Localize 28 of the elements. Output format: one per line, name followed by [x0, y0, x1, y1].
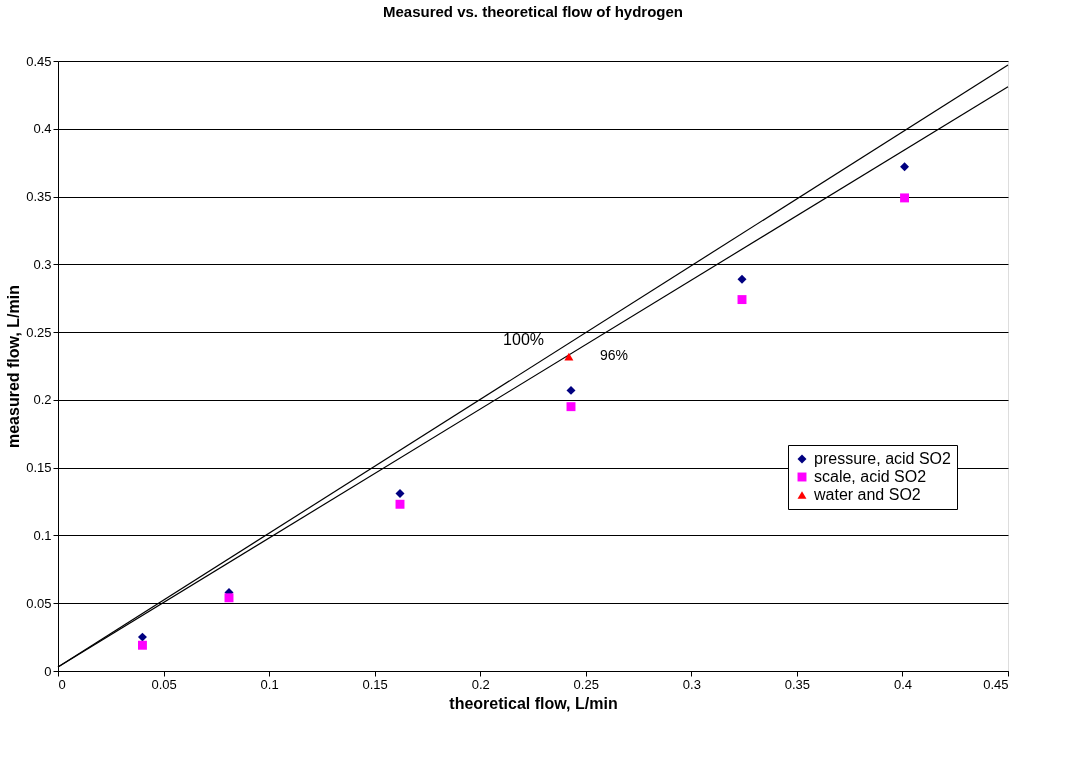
y-axis-title: measured flow, L/min [5, 285, 23, 448]
x-tick-label: 0.05 [151, 676, 177, 692]
x-tick-label: 0.2 [471, 676, 490, 692]
x-tick-label: 0.3 [682, 676, 701, 692]
x-axis-title: theoretical flow, L/min [449, 694, 618, 712]
y-tick-label: 0 [44, 663, 52, 679]
x-tick-label: 0.35 [784, 676, 811, 692]
x-tick-label: 0.15 [362, 676, 388, 692]
x-tick-label: 0.4 [893, 676, 912, 692]
series-label: 100% [503, 330, 544, 348]
y-tick-label: 0.25 [26, 324, 52, 340]
y-tick-label: 0.4 [33, 121, 52, 137]
y-tick-label: 0.15 [26, 460, 52, 476]
y-tick-label: 0.2 [33, 392, 52, 408]
y-tick-label: 0.1 [33, 527, 52, 543]
y-tick-label: 0.05 [26, 595, 52, 611]
legend-label: scale, acid SO2 [814, 468, 927, 485]
x-tick-label: 0 [58, 676, 66, 692]
y-tick-label: 0.35 [26, 189, 52, 205]
x-tick-label: 0.25 [573, 676, 599, 692]
legend-label: pressure, acid SO2 [814, 450, 952, 467]
series-label: 96% [600, 347, 629, 364]
y-tick-label: 0.45 [26, 53, 52, 69]
legend-label: water and SO2 [813, 486, 921, 503]
x-tick-label: 0.45 [983, 676, 1009, 692]
y-tick-label: 0.3 [33, 256, 52, 272]
x-tick-label: 0.1 [260, 676, 279, 692]
chart-title: Measured vs. theoretical flow of hydrogen [382, 3, 684, 20]
